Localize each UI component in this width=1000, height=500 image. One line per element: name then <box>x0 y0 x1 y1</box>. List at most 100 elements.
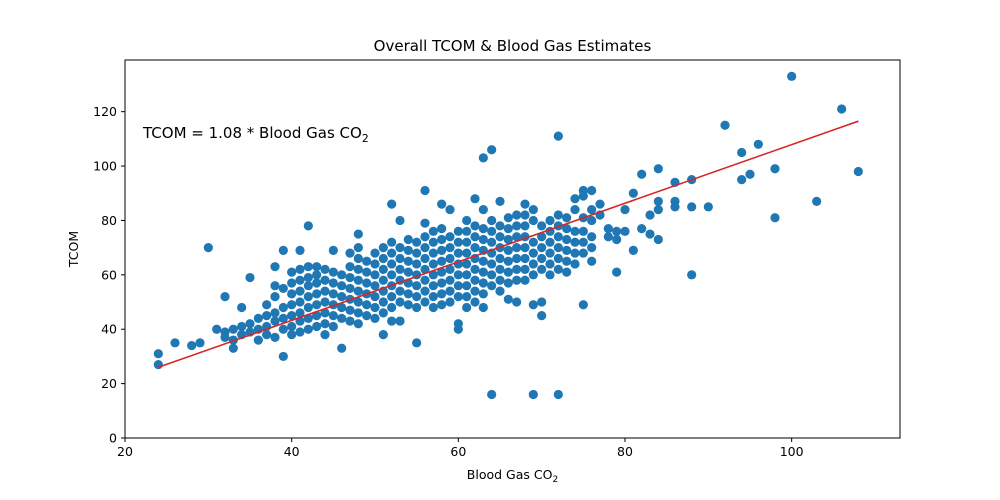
data-point <box>478 302 488 313</box>
data-point <box>303 221 313 231</box>
data-point <box>478 289 488 299</box>
data-point <box>653 196 663 207</box>
data-point <box>737 147 747 158</box>
data-point <box>637 224 647 234</box>
data-point <box>403 245 413 255</box>
data-point <box>570 204 580 215</box>
data-point <box>353 297 363 307</box>
data-point <box>295 308 305 318</box>
data-point <box>387 237 397 247</box>
data-point <box>228 343 238 353</box>
data-point <box>320 264 330 274</box>
data-point <box>812 196 822 207</box>
data-point <box>328 245 338 255</box>
data-point <box>520 253 530 264</box>
x-axis-label-text: Blood Gas CO <box>467 467 553 482</box>
regression-line <box>158 120 859 369</box>
data-point <box>537 221 547 231</box>
data-point <box>187 340 197 351</box>
data-point <box>520 199 530 209</box>
data-point <box>428 237 438 247</box>
data-point <box>528 204 538 215</box>
data-point <box>270 308 280 318</box>
data-point <box>320 308 330 318</box>
data-point <box>478 256 488 266</box>
data-point <box>370 248 380 258</box>
data-point <box>370 270 380 280</box>
data-point <box>528 248 538 258</box>
data-point <box>278 245 288 255</box>
data-point <box>445 253 455 264</box>
data-point <box>562 256 572 266</box>
data-point <box>287 278 297 288</box>
data-point <box>412 248 422 258</box>
data-point <box>412 281 422 291</box>
data-point <box>353 264 363 274</box>
data-point <box>337 281 347 291</box>
data-point <box>412 259 422 269</box>
data-point <box>237 302 247 313</box>
data-point <box>653 204 663 215</box>
data-point <box>345 262 355 272</box>
y-tick-label: 20 <box>101 376 117 391</box>
data-point <box>295 286 305 296</box>
data-point <box>337 302 347 313</box>
data-point <box>570 259 580 269</box>
data-point <box>370 302 380 313</box>
data-point <box>445 297 455 307</box>
data-point <box>537 297 547 307</box>
data-point <box>295 327 305 337</box>
data-point <box>545 237 555 247</box>
data-point <box>328 289 338 299</box>
y-tick-label: 100 <box>93 159 117 174</box>
y-axis: 0 20 40 60 80 100 120 <box>93 104 125 446</box>
data-point <box>362 256 372 266</box>
data-point <box>437 256 447 266</box>
data-point <box>270 316 280 326</box>
data-point <box>312 262 322 272</box>
data-point <box>562 234 572 245</box>
data-point <box>345 248 355 258</box>
data-point <box>462 302 472 313</box>
data-point <box>487 270 497 280</box>
data-point <box>312 321 322 332</box>
data-point <box>570 226 580 236</box>
data-point <box>337 270 347 280</box>
data-point <box>528 389 538 400</box>
data-point <box>395 253 405 264</box>
data-point <box>520 243 530 253</box>
data-point <box>587 215 597 226</box>
data-point <box>412 302 422 313</box>
data-point <box>853 166 863 177</box>
data-point <box>303 291 313 302</box>
data-point <box>462 291 472 302</box>
data-point <box>403 289 413 299</box>
data-point <box>295 275 305 285</box>
data-point <box>312 278 322 288</box>
data-point <box>512 253 522 264</box>
x-tick-label: 60 <box>450 444 466 459</box>
data-point <box>503 245 513 255</box>
data-point <box>328 278 338 288</box>
data-point <box>170 338 180 348</box>
data-point <box>578 300 588 310</box>
x-axis-label: Blood Gas CO2 <box>467 467 558 485</box>
data-point <box>262 300 272 310</box>
data-point <box>237 321 247 332</box>
data-point <box>395 264 405 274</box>
data-point <box>503 234 513 245</box>
data-point <box>362 278 372 288</box>
data-point <box>595 199 605 209</box>
data-point <box>453 324 463 334</box>
data-point <box>670 202 680 212</box>
x-tick-label: 20 <box>117 444 133 459</box>
plot-area <box>153 71 863 400</box>
regression-equation: TCOM = 1.08 * Blood Gas CO2 <box>142 124 369 145</box>
data-point <box>153 359 163 370</box>
data-point <box>420 275 430 285</box>
data-point <box>295 297 305 307</box>
x-tick-label: 80 <box>617 444 633 459</box>
data-point <box>245 272 255 283</box>
data-point <box>578 191 588 201</box>
data-point <box>378 275 388 285</box>
